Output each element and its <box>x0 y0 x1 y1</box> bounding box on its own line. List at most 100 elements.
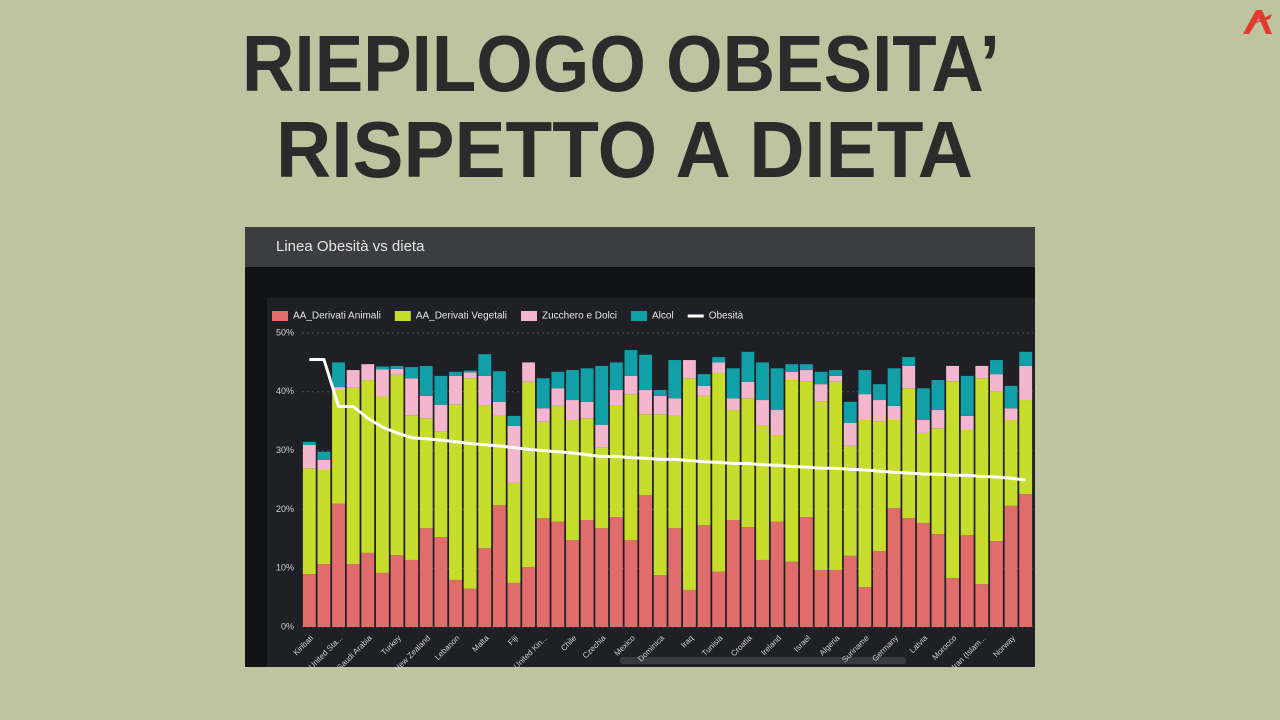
bar-segment <box>609 405 623 518</box>
bar-segment <box>990 360 1003 375</box>
bar-segment <box>536 518 550 627</box>
bar-segment <box>668 360 682 399</box>
bar-segment <box>931 428 945 535</box>
slide-title: RIEPILOGO OBESITA’ <box>242 19 1000 108</box>
bar-segment <box>770 521 784 627</box>
bar-segment <box>434 375 448 405</box>
bar-segment <box>449 371 462 376</box>
bar-segment <box>873 551 886 627</box>
bar-segment <box>390 368 404 375</box>
bar-segment <box>609 390 623 406</box>
bar-segment <box>478 405 492 549</box>
bar-segment <box>726 519 740 627</box>
bar-segment <box>756 362 769 401</box>
bar-segment <box>463 370 477 373</box>
bar-segment <box>434 404 448 432</box>
bar-segment <box>492 371 506 402</box>
y-tick-label: 30% <box>276 445 294 455</box>
bar-segment <box>1004 385 1018 409</box>
bar-segment <box>829 375 843 382</box>
bar-segment <box>1004 420 1018 506</box>
bar-segment <box>332 390 345 504</box>
bar-segment <box>887 405 901 421</box>
legend-label: Zucchero e Dolci <box>542 311 617 322</box>
legend-label: AA_Derivati Vegetali <box>416 311 507 322</box>
bar-segment <box>829 569 843 627</box>
y-tick-label: 0% <box>281 621 294 631</box>
bar-segment <box>332 387 345 391</box>
bar-segment <box>375 572 389 627</box>
y-tick-label: 20% <box>276 504 294 514</box>
bar-segment <box>960 415 974 431</box>
bar-segment <box>668 528 682 627</box>
bar-segment <box>639 354 653 391</box>
bar-segment <box>902 357 916 366</box>
bar-segment <box>580 519 594 627</box>
bar-segment <box>1004 505 1018 627</box>
bar-segment <box>799 381 813 518</box>
bar-segment <box>405 415 419 560</box>
bar-segment <box>522 567 536 627</box>
bar-segment <box>990 391 1003 542</box>
bar-segment <box>609 517 623 627</box>
bar-segment <box>741 381 755 399</box>
bar-segment <box>887 508 901 627</box>
bar-segment <box>697 525 711 627</box>
bar-segment <box>346 564 360 627</box>
bar-segment <box>492 415 506 506</box>
bar-segment <box>873 400 886 422</box>
bar-segment <box>756 559 769 627</box>
bar-segment <box>873 421 886 552</box>
bar-segment <box>405 559 419 627</box>
bar-segment <box>317 460 331 471</box>
bar-segment <box>799 370 813 382</box>
bar-segment <box>507 425 521 483</box>
bar-segment <box>551 371 565 389</box>
y-tick-label: 50% <box>276 327 294 337</box>
bar-segment <box>566 420 579 540</box>
bar-segment <box>302 468 316 575</box>
bar-segment <box>639 414 653 496</box>
bar-segment <box>990 541 1003 627</box>
bar-segment <box>799 364 813 371</box>
bar-segment <box>858 370 872 395</box>
bar-segment <box>712 571 726 627</box>
bar-segment <box>946 365 960 382</box>
bar-segment <box>639 495 653 627</box>
bar-segment <box>697 374 711 386</box>
bar-segment <box>624 539 638 627</box>
bar-segment <box>785 371 799 381</box>
line-series <box>309 357 1026 482</box>
bar-segment <box>960 535 974 627</box>
chart-title: Linea Obesità vs dieta <box>276 238 425 255</box>
bar-segment <box>712 362 726 373</box>
bar-segment <box>887 368 901 406</box>
bar-segment <box>829 370 843 376</box>
bar-segment <box>624 394 638 540</box>
bar-segment <box>390 555 404 627</box>
bar-segment <box>361 552 375 627</box>
bar-segment <box>449 579 462 627</box>
bar-segment <box>463 378 477 589</box>
legend-swatch <box>520 311 537 321</box>
bar-segment <box>1019 494 1033 627</box>
bar-segment <box>566 370 579 401</box>
bar-segment <box>858 394 872 421</box>
bar-segment <box>946 381 960 579</box>
bar-segment <box>843 401 857 423</box>
bar-segment <box>887 420 901 509</box>
bar-segment <box>799 517 813 627</box>
bar-segment <box>566 539 579 627</box>
scrollbar[interactable] <box>620 657 906 664</box>
bar-segment <box>858 420 872 588</box>
bar-segment <box>712 372 726 572</box>
bar-segment <box>843 445 857 556</box>
bar-segment <box>1019 351 1033 366</box>
bar-segment <box>375 366 389 370</box>
bar-segment <box>332 503 345 627</box>
bar-segment <box>931 380 945 411</box>
bar-segment <box>814 384 828 402</box>
bar-segment <box>1019 400 1033 495</box>
bar-segment <box>419 365 433 396</box>
